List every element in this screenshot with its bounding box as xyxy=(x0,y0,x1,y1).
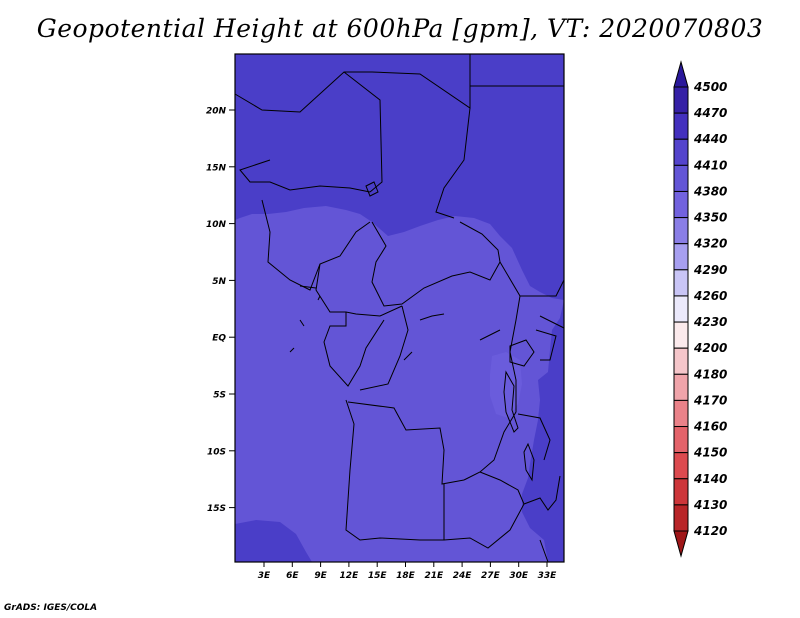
border-congo xyxy=(323,312,385,387)
colorbar-box xyxy=(673,347,689,375)
colorbar-box xyxy=(673,399,689,428)
lat-tick-label: 5N xyxy=(212,277,226,287)
border-angola-south xyxy=(345,399,445,541)
border-tanzania xyxy=(517,315,565,461)
credit-text: GrADS: IGES/COLA xyxy=(4,603,98,613)
colorbar-label: 4200 xyxy=(693,341,727,355)
colorbar-box xyxy=(673,190,689,219)
colorbar-label: 4380 xyxy=(693,184,727,198)
border-drc-east xyxy=(359,305,409,391)
colorbar-bottom-arrow xyxy=(673,530,689,558)
colorbar-label: 4320 xyxy=(693,237,727,251)
coast-gabon xyxy=(289,285,321,353)
border-angola xyxy=(347,401,465,485)
colorbar-box xyxy=(673,112,689,140)
height-field xyxy=(235,54,564,562)
border-chad-car xyxy=(371,221,501,307)
lon-tick-label: 18E xyxy=(396,571,416,581)
lon-tick-label: 12E xyxy=(340,571,360,581)
field-4410-southwest xyxy=(235,520,312,562)
border-mozambique xyxy=(523,475,561,563)
colorbar-box xyxy=(673,217,689,245)
lon-tick-label: 15E xyxy=(368,571,388,581)
colorbar-label: 4180 xyxy=(693,367,727,381)
lat-tick-label: 5S xyxy=(213,391,226,401)
map-frame xyxy=(234,53,565,563)
lat-tick-label: 10N xyxy=(206,220,227,230)
lon-tick-label: 3E xyxy=(258,571,271,581)
lake-chad xyxy=(365,181,379,197)
lake-malawi xyxy=(523,442,535,482)
colorbar-box xyxy=(673,86,689,114)
colorbar-box xyxy=(673,426,689,454)
border-nigeria xyxy=(261,199,371,291)
colorbar-box xyxy=(673,269,689,297)
lon-tick-label: 6E xyxy=(286,571,299,581)
lon-tick-label: 33E xyxy=(538,571,558,581)
colorbar-label: 4410 xyxy=(693,158,727,172)
border-kenya xyxy=(520,279,565,297)
lon-tick-label: 27E xyxy=(481,571,501,581)
lon-tick-label: 24E xyxy=(453,571,473,581)
lat-axis: 20N 15N 10N 5N EQ 5S 10S 15S xyxy=(206,107,235,514)
colorbar-box xyxy=(673,373,689,401)
colorbar-box xyxy=(673,452,689,480)
colorbar-label: 4440 xyxy=(693,132,727,146)
colorbar-label: 4260 xyxy=(693,289,727,303)
congo-river xyxy=(403,313,501,361)
colorbar-label: 4130 xyxy=(693,498,727,512)
border-drc xyxy=(463,261,521,481)
colorbar-box xyxy=(673,321,689,349)
colorbar-label: 4290 xyxy=(693,263,727,277)
border-west xyxy=(239,159,371,193)
border-north2 xyxy=(344,54,471,109)
border-zambia xyxy=(443,471,525,549)
colorbar-box xyxy=(673,164,689,192)
colorbar-label: 4470 xyxy=(693,106,727,120)
lat-tick-label: 15S xyxy=(207,504,226,514)
lon-tick-label: 9E xyxy=(314,571,327,581)
colorbar-label: 4160 xyxy=(693,420,727,434)
borders xyxy=(234,54,565,563)
colorbar-top-arrow xyxy=(673,60,689,88)
chart-title: Geopotential Height at 600hPa [gpm], VT:… xyxy=(36,14,764,43)
border-northeast xyxy=(435,107,471,219)
colorbar-label: 4350 xyxy=(693,211,727,225)
colorbar-box xyxy=(673,138,689,166)
lake-tanganyika xyxy=(503,370,519,433)
colorbar-box xyxy=(673,504,689,532)
lat-tick-label: EQ xyxy=(212,334,226,344)
lon-tick-label: 30E xyxy=(509,571,529,581)
lake-victoria xyxy=(509,339,535,367)
field-4410-east xyxy=(522,300,564,562)
colorbar-box xyxy=(673,478,689,506)
colorbar-label: 4230 xyxy=(693,315,727,329)
lat-tick-label: 20N xyxy=(206,107,227,117)
colorbar-label: 4120 xyxy=(693,524,727,538)
colorbar-label: 4140 xyxy=(693,472,727,486)
lon-tick-label: 21E xyxy=(424,571,444,581)
colorbar-box xyxy=(673,295,689,323)
colorbar-box xyxy=(673,243,689,271)
lon-axis: 3E 6E 9E 12E 15E 18E 21E 24E 27E 30E 33E xyxy=(258,562,557,581)
lat-tick-label: 15N xyxy=(206,163,227,173)
colorbar-label: 4170 xyxy=(693,393,727,407)
colorbar-label: 4150 xyxy=(693,446,727,460)
field-4410-north xyxy=(235,54,564,300)
colorbar: 4500 4470 4440 4410 4380 4350 4320 4290 4260 4230… xyxy=(673,60,727,558)
lat-tick-label: 10S xyxy=(207,447,226,457)
colorbar-label: 4500 xyxy=(693,80,727,94)
